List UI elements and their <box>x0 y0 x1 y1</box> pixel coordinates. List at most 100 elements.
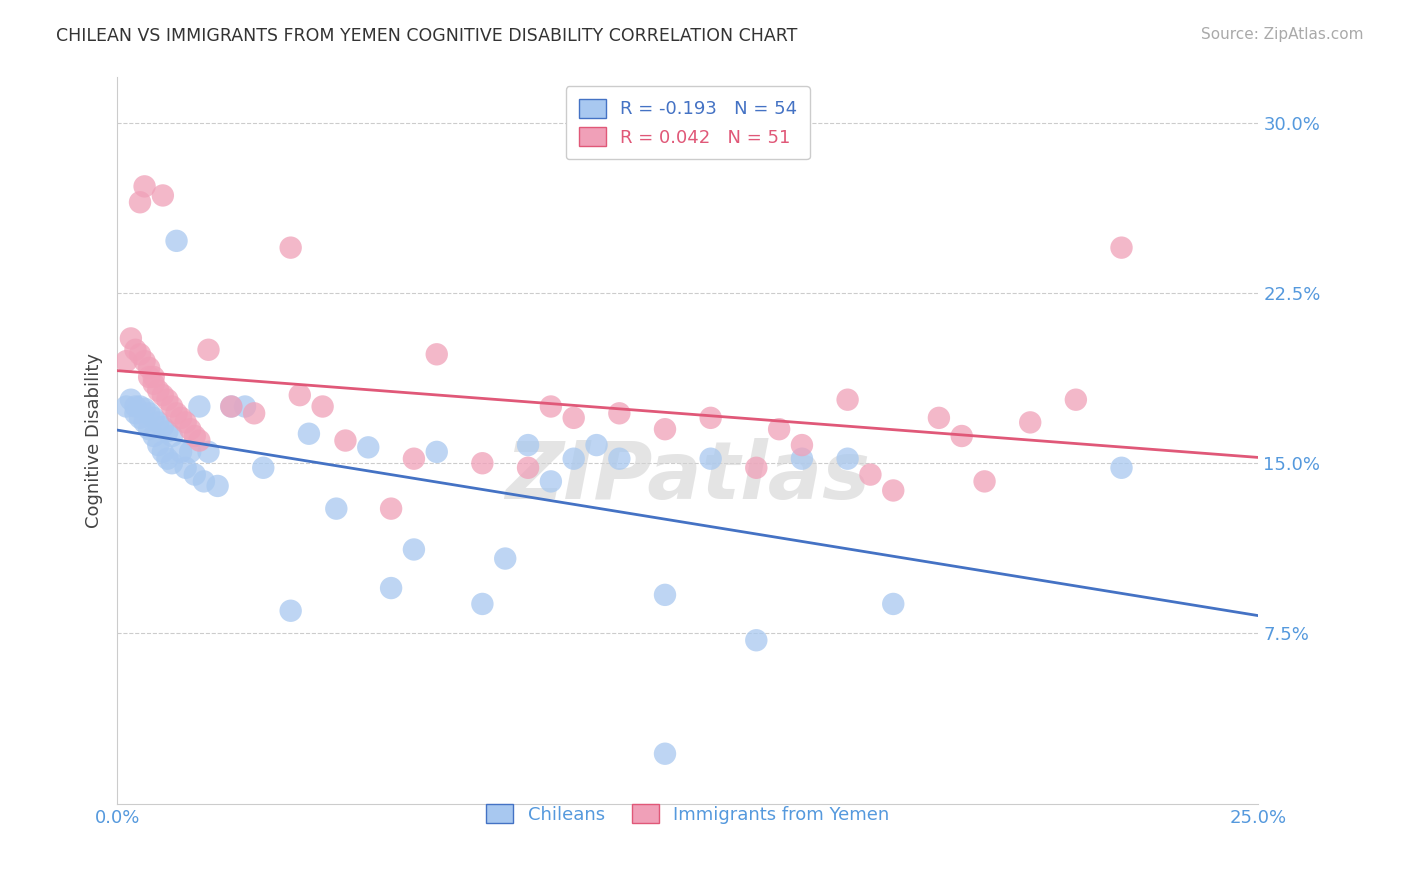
Point <box>790 438 813 452</box>
Point <box>148 416 170 430</box>
Point <box>243 406 266 420</box>
Point <box>138 370 160 384</box>
Point <box>973 475 995 489</box>
Point <box>1111 460 1133 475</box>
Point <box>882 483 904 498</box>
Point <box>179 422 201 436</box>
Point <box>859 467 882 482</box>
Point <box>288 388 311 402</box>
Point <box>152 188 174 202</box>
Point <box>197 445 219 459</box>
Point <box>152 445 174 459</box>
Point <box>148 384 170 398</box>
Point <box>745 460 768 475</box>
Point <box>540 475 562 489</box>
Point <box>654 747 676 761</box>
Point <box>129 347 152 361</box>
Point <box>221 400 243 414</box>
Point <box>134 401 156 416</box>
Point <box>142 376 165 391</box>
Point <box>138 360 160 375</box>
Point <box>142 429 165 443</box>
Point <box>402 451 425 466</box>
Point <box>156 451 179 466</box>
Point <box>142 410 165 425</box>
Point <box>402 542 425 557</box>
Point <box>1019 416 1042 430</box>
Point <box>124 400 146 414</box>
Point <box>174 460 197 475</box>
Text: CHILEAN VS IMMIGRANTS FROM YEMEN COGNITIVE DISABILITY CORRELATION CHART: CHILEAN VS IMMIGRANTS FROM YEMEN COGNITI… <box>56 27 797 45</box>
Point <box>837 451 859 466</box>
Point <box>1064 392 1087 407</box>
Point <box>1111 241 1133 255</box>
Point <box>311 400 333 414</box>
Point <box>325 501 347 516</box>
Point <box>120 331 142 345</box>
Point <box>654 422 676 436</box>
Point <box>124 343 146 357</box>
Point <box>142 370 165 384</box>
Point <box>471 456 494 470</box>
Point <box>179 445 201 459</box>
Point <box>152 420 174 434</box>
Point <box>233 400 256 414</box>
Point <box>134 416 156 430</box>
Point <box>115 354 138 368</box>
Point <box>357 441 380 455</box>
Point <box>380 581 402 595</box>
Text: Source: ZipAtlas.com: Source: ZipAtlas.com <box>1201 27 1364 42</box>
Text: ZIPatlas: ZIPatlas <box>505 438 870 516</box>
Point <box>197 343 219 357</box>
Point <box>280 241 302 255</box>
Point <box>170 445 193 459</box>
Point <box>170 410 193 425</box>
Point <box>184 429 207 443</box>
Point <box>928 410 950 425</box>
Point <box>837 392 859 407</box>
Point <box>494 551 516 566</box>
Point <box>156 392 179 407</box>
Point <box>152 388 174 402</box>
Point <box>160 429 183 443</box>
Point <box>950 429 973 443</box>
Point <box>160 456 183 470</box>
Legend: Chileans, Immigrants from Yemen: Chileans, Immigrants from Yemen <box>475 794 900 835</box>
Point <box>562 451 585 466</box>
Point <box>790 451 813 466</box>
Point <box>517 438 540 452</box>
Point <box>138 422 160 436</box>
Point <box>156 425 179 439</box>
Point <box>129 195 152 210</box>
Point <box>380 501 402 516</box>
Point <box>174 416 197 430</box>
Point <box>252 460 274 475</box>
Point <box>699 451 721 466</box>
Y-axis label: Cognitive Disability: Cognitive Disability <box>86 353 103 528</box>
Point <box>129 410 152 425</box>
Point <box>585 438 607 452</box>
Point <box>768 422 790 436</box>
Point <box>188 400 211 414</box>
Point <box>882 597 904 611</box>
Point <box>148 438 170 452</box>
Point <box>609 406 631 420</box>
Point <box>298 426 321 441</box>
Point <box>280 604 302 618</box>
Point <box>335 434 357 448</box>
Point <box>471 597 494 611</box>
Point <box>138 406 160 420</box>
Point <box>699 410 721 425</box>
Point <box>426 445 449 459</box>
Point <box>609 451 631 466</box>
Point <box>188 434 211 448</box>
Point <box>562 410 585 425</box>
Point <box>745 633 768 648</box>
Point <box>184 467 207 482</box>
Point <box>207 479 229 493</box>
Point <box>160 400 183 414</box>
Point <box>540 400 562 414</box>
Point <box>134 354 156 368</box>
Point <box>134 179 156 194</box>
Point <box>517 460 540 475</box>
